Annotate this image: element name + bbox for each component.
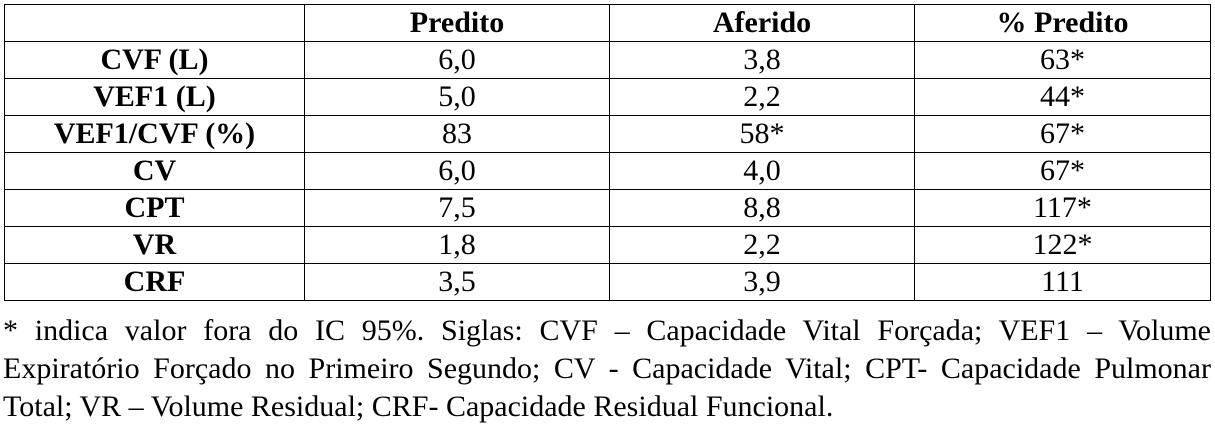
row-label: CPT xyxy=(4,189,305,227)
header-cell-aferido: Aferido xyxy=(609,4,915,42)
spirometry-table: Predito Aferido % Predito CVF (L) 6,0 3,… xyxy=(4,4,1211,301)
cell-pct-predito: 67* xyxy=(914,115,1211,153)
header-cell-predito: Predito xyxy=(304,4,610,42)
cell-pct-predito: 111 xyxy=(914,263,1211,301)
cell-pct-predito: 63* xyxy=(914,41,1211,79)
footnote-line: Expiratório Forçado no Primeiro Segundo;… xyxy=(3,352,1211,385)
cell-aferido: 8,8 xyxy=(609,189,915,227)
table-row: VEF1/CVF (%) 83 58* 67* xyxy=(4,115,1211,153)
cell-predito: 1,8 xyxy=(304,226,610,264)
table-row: VEF1 (L) 5,0 2,2 44* xyxy=(4,78,1211,116)
table-row: CV 6,0 4,0 67* xyxy=(4,152,1211,190)
table-row: CVF (L) 6,0 3,8 63* xyxy=(4,41,1211,79)
header-cell-pct-predito: % Predito xyxy=(914,4,1211,42)
cell-aferido: 3,8 xyxy=(609,41,915,79)
footnote-line: Total; VR – Volume Residual; CRF- Capaci… xyxy=(3,390,834,423)
cell-predito: 83 xyxy=(304,115,610,153)
cell-pct-predito: 117* xyxy=(914,189,1211,227)
cell-aferido: 2,2 xyxy=(609,78,915,116)
table-row: CPT 7,5 8,8 117* xyxy=(4,189,1211,227)
cell-pct-predito: 67* xyxy=(914,152,1211,190)
row-label: VEF1/CVF (%) xyxy=(4,115,305,153)
cell-predito: 7,5 xyxy=(304,189,610,227)
cell-predito: 3,5 xyxy=(304,263,610,301)
cell-aferido: 3,9 xyxy=(609,263,915,301)
row-label: VR xyxy=(4,226,305,264)
row-label: CV xyxy=(4,152,305,190)
footnote-line: * indica valor fora do IC 95%. Siglas: C… xyxy=(3,314,1211,347)
cell-predito: 5,0 xyxy=(304,78,610,116)
header-cell-blank xyxy=(4,4,305,42)
row-label: CVF (L) xyxy=(4,41,305,79)
table-footnote: * indica valor fora do IC 95%. Siglas: C… xyxy=(3,312,1211,426)
cell-aferido: 58* xyxy=(609,115,915,153)
cell-pct-predito: 44* xyxy=(914,78,1211,116)
row-label: VEF1 (L) xyxy=(4,78,305,116)
cell-predito: 6,0 xyxy=(304,152,610,190)
cell-pct-predito: 122* xyxy=(914,226,1211,264)
row-label: CRF xyxy=(4,263,305,301)
cell-aferido: 4,0 xyxy=(609,152,915,190)
header-row: Predito Aferido % Predito xyxy=(4,4,1211,42)
table-row: VR 1,8 2,2 122* xyxy=(4,226,1211,264)
table-row: CRF 3,5 3,9 111 xyxy=(4,263,1211,301)
cell-predito: 6,0 xyxy=(304,41,610,79)
cell-aferido: 2,2 xyxy=(609,226,915,264)
